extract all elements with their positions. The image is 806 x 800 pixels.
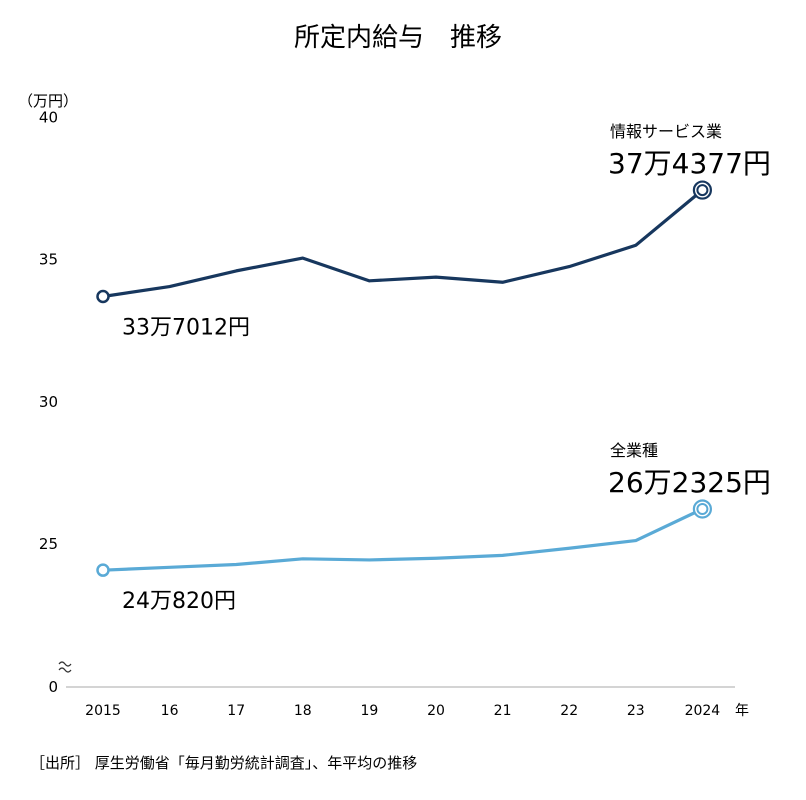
source-note: ［出所］ 厚生労働省「毎月勤労統計調査」、年平均の推移 bbox=[30, 754, 417, 772]
x-tick-label: 18 bbox=[294, 703, 312, 719]
y-tick-label: 35 bbox=[39, 251, 58, 269]
series-end-value-label: 26万2325円 bbox=[608, 466, 771, 499]
series-name-label: 情報サービス業 bbox=[610, 122, 722, 141]
series-end-point-inner bbox=[696, 184, 709, 197]
y-tick-label: 30 bbox=[39, 393, 58, 411]
x-tick-label: 2024 bbox=[685, 703, 721, 719]
axis-break-icon bbox=[58, 661, 72, 673]
series-end-value-label: 37万4377円 bbox=[608, 147, 771, 180]
y-axis-unit: （万円） bbox=[18, 92, 78, 110]
x-tick-label: 22 bbox=[560, 703, 578, 719]
series-start-point bbox=[96, 563, 110, 577]
series-name-label: 全業種 bbox=[610, 441, 658, 460]
x-axis-unit: 年 bbox=[735, 703, 749, 719]
x-tick-label: 23 bbox=[627, 703, 645, 719]
y-tick-label: 0 bbox=[48, 678, 58, 696]
y-tick-label: 25 bbox=[39, 535, 58, 553]
series-line-0 bbox=[102, 188, 704, 299]
series-start-value-label: 33万7012円 bbox=[122, 315, 250, 340]
x-tick-label: 20 bbox=[427, 703, 445, 719]
x-tick-label: 19 bbox=[360, 703, 378, 719]
x-tick-label: 17 bbox=[227, 703, 245, 719]
series-start-point bbox=[96, 289, 110, 304]
series-line-1 bbox=[102, 507, 704, 572]
y-tick-label: 40 bbox=[39, 108, 58, 126]
chart-title: 所定内給与 推移 bbox=[294, 23, 502, 53]
series-end-point-inner bbox=[696, 503, 709, 516]
x-tick-label: 16 bbox=[161, 703, 179, 719]
series-start-value-label: 24万820円 bbox=[122, 589, 236, 614]
x-tick-label: 21 bbox=[494, 703, 512, 719]
x-tick-label: 2015 bbox=[85, 703, 121, 719]
